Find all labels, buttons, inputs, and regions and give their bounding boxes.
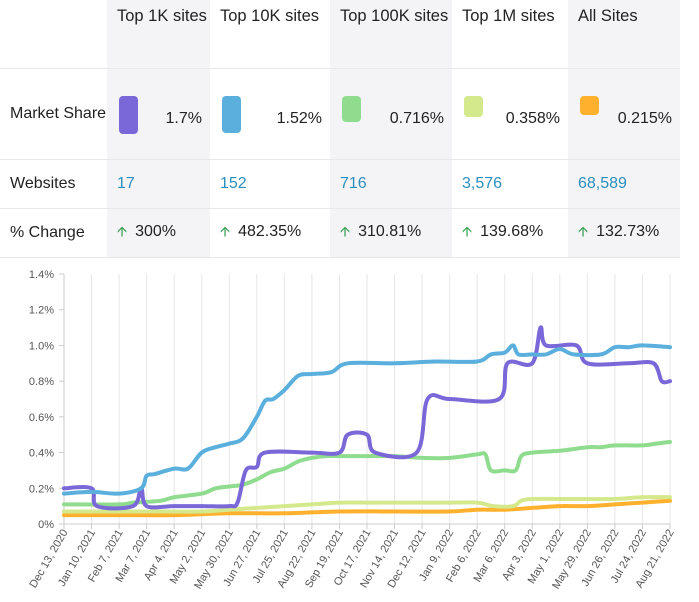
pct-change-value: 139.68%	[480, 223, 544, 240]
header-top-10k: Top 10K sites	[210, 0, 330, 69]
websites-link[interactable]: 3,576	[452, 159, 568, 209]
color-swatch-top-100k	[342, 96, 361, 122]
y-tick-label: 0.6%	[29, 412, 54, 424]
market-share-label: Market Share	[0, 68, 107, 160]
websites-link[interactable]: 17	[107, 159, 210, 209]
header-top-100k: Top 100K sites	[330, 0, 452, 69]
market-share-table: Top 1K sites Top 10K sites Top 100K site…	[0, 0, 680, 258]
y-tick-label: 0.8%	[29, 376, 54, 388]
y-tick-label: 1.4%	[29, 269, 54, 281]
color-swatch-all-sites	[580, 96, 599, 115]
websites-row: Websites 17 152 716 3,576 68,589	[0, 159, 680, 209]
arrow-up-icon: 🡩	[578, 223, 589, 239]
color-swatch-top-1k	[119, 96, 138, 134]
y-tick-label: 0.2%	[29, 483, 54, 495]
header-all-sites: All Sites	[568, 0, 680, 69]
series-line	[62, 325, 672, 511]
websites-label: Websites	[0, 159, 107, 209]
y-tick-label: 1.0%	[29, 340, 54, 352]
pct-change-row: % Change 🡩 300% 🡩 482.35% 🡩 310.81% 🡩 139.68…	[0, 208, 680, 258]
market-share-line-chart: 0%0.2%0.4%0.6%0.8%1.0%1.2%1.4%Dec 13, 20…	[27, 269, 676, 591]
websites-link[interactable]: 152	[210, 159, 330, 209]
market-share-value: 1.7%	[165, 110, 202, 127]
series-line	[62, 498, 672, 518]
websites-link[interactable]: 716	[330, 159, 452, 209]
series-line	[62, 495, 672, 514]
market-share-value: 0.215%	[617, 110, 672, 127]
y-tick-label: 0%	[38, 519, 54, 531]
pct-change-value: 310.81%	[358, 223, 422, 240]
color-swatch-top-1m	[464, 96, 483, 117]
y-tick-label: 0.4%	[29, 448, 54, 460]
pct-change-label: % Change	[0, 208, 107, 258]
websites-link[interactable]: 68,589	[568, 159, 680, 209]
series-line	[62, 343, 672, 496]
pct-change-value: 300%	[135, 223, 176, 240]
market-share-value: 1.52%	[276, 110, 322, 127]
y-tick-label: 1.2%	[29, 305, 54, 317]
header-top-1m: Top 1M sites	[452, 0, 568, 69]
color-swatch-top-10k	[222, 96, 241, 133]
market-share-value: 0.716%	[389, 110, 444, 127]
arrow-up-icon: 🡩	[220, 223, 231, 239]
market-share-value: 0.358%	[505, 110, 560, 127]
arrow-up-icon: 🡩	[340, 223, 351, 239]
arrow-up-icon: 🡩	[462, 223, 473, 239]
pct-change-value: 132.73%	[596, 223, 660, 240]
header-top-1k: Top 1K sites	[107, 0, 210, 69]
table-header-row: Top 1K sites Top 10K sites Top 100K site…	[0, 0, 680, 69]
pct-change-value: 482.35%	[238, 223, 302, 240]
market-share-row: Market Share 1.7% 1.52% 0.716% 0.358% 0.…	[0, 68, 680, 160]
arrow-up-icon: 🡩	[117, 223, 128, 239]
header-empty	[0, 0, 107, 69]
